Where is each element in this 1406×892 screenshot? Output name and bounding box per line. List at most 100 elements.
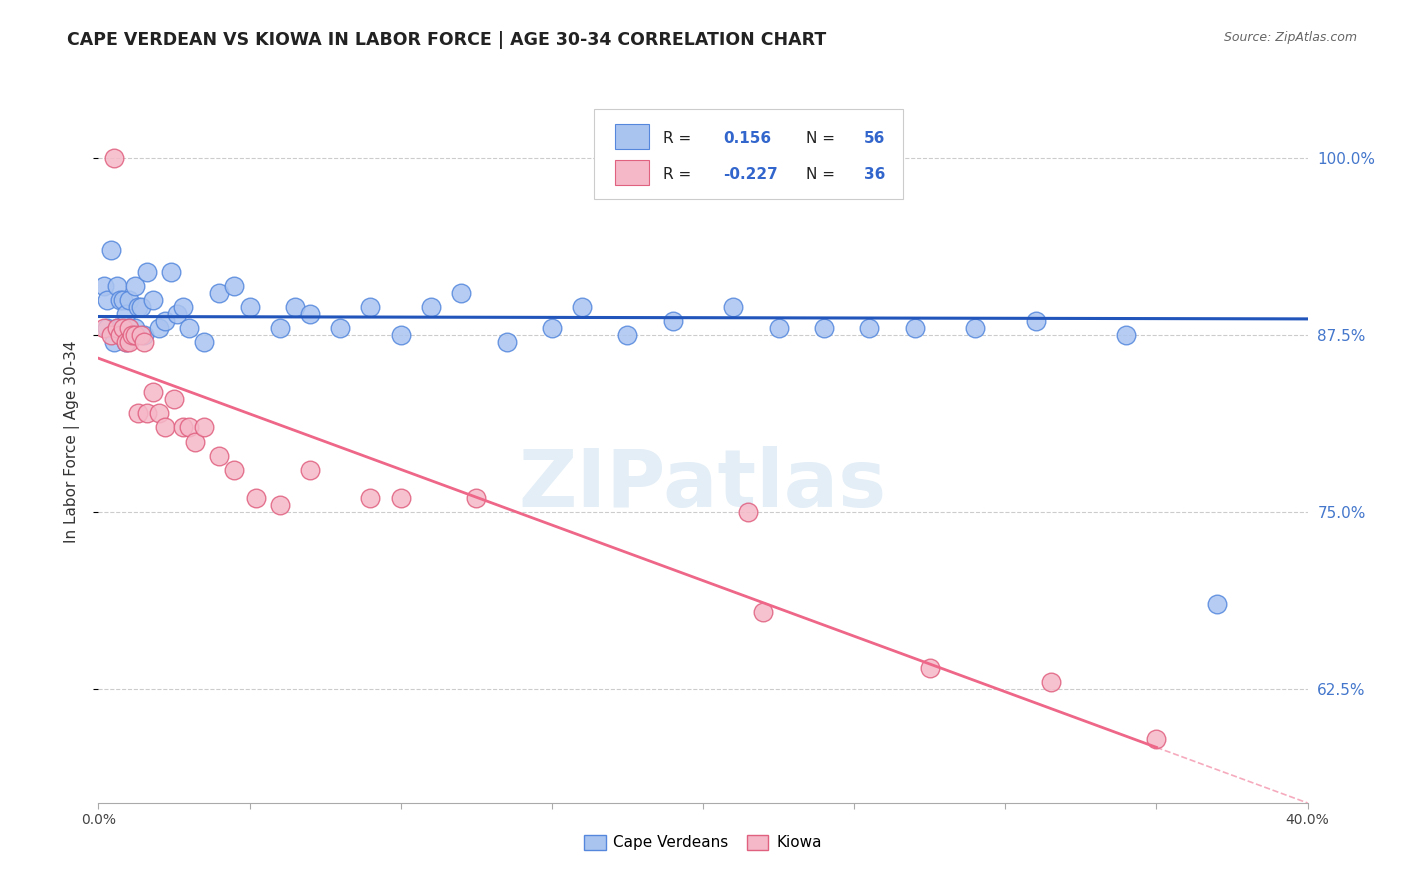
Point: [124, 321, 146, 335]
Point: [1206, 598, 1229, 612]
Point: [135, 406, 157, 420]
Point: [360, 491, 382, 506]
Y-axis label: In Labor Force | Age 30-34: In Labor Force | Age 30-34: [65, 340, 80, 543]
Point: [118, 321, 141, 335]
Point: [1115, 328, 1137, 343]
Point: [96, 293, 118, 307]
Point: [269, 321, 291, 335]
Point: [389, 328, 412, 343]
Point: [858, 321, 880, 335]
Point: [495, 335, 517, 350]
Point: [1024, 314, 1046, 328]
Point: [245, 491, 267, 506]
Point: [142, 384, 165, 399]
Point: [208, 285, 231, 300]
Point: [389, 491, 412, 506]
Point: [193, 420, 215, 434]
Point: [329, 321, 352, 335]
Point: [1144, 732, 1167, 747]
Point: [108, 321, 131, 335]
Point: [111, 328, 134, 343]
Point: [118, 293, 141, 307]
Point: [142, 293, 165, 307]
Point: [105, 321, 128, 335]
Text: N =: N =: [806, 130, 835, 145]
Point: [193, 335, 215, 350]
Text: N =: N =: [806, 167, 835, 182]
Point: [239, 300, 262, 314]
Point: [148, 406, 170, 420]
Point: [965, 321, 987, 335]
Point: [93, 278, 115, 293]
Point: [124, 278, 146, 293]
Point: [208, 449, 231, 463]
Point: [465, 491, 488, 506]
Point: [224, 463, 246, 477]
Point: [1039, 675, 1062, 690]
Point: [108, 328, 131, 343]
Point: [114, 335, 136, 350]
Point: [813, 321, 835, 335]
Point: [224, 278, 246, 293]
Point: [124, 328, 146, 343]
Point: [108, 293, 131, 307]
Point: [540, 321, 562, 335]
Point: [166, 307, 188, 321]
Point: [299, 463, 322, 477]
Point: [121, 328, 143, 343]
Point: [269, 498, 291, 512]
Point: [132, 328, 155, 343]
Text: Source: ZipAtlas.com: Source: ZipAtlas.com: [1223, 31, 1357, 45]
Point: [723, 300, 745, 314]
Point: [127, 406, 149, 420]
Point: [118, 321, 141, 335]
Point: [93, 321, 115, 335]
Point: [179, 321, 201, 335]
Text: -0.227: -0.227: [724, 167, 779, 182]
Point: [179, 420, 201, 434]
Text: 0.156: 0.156: [724, 130, 772, 145]
Point: [184, 434, 207, 449]
Point: [118, 335, 141, 350]
Point: [571, 300, 593, 314]
Point: [299, 307, 322, 321]
Legend: Cape Verdeans, Kiowa: Cape Verdeans, Kiowa: [578, 829, 828, 856]
Point: [153, 314, 176, 328]
Point: [737, 505, 759, 519]
Text: CAPE VERDEAN VS KIOWA IN LABOR FORCE | AGE 30-34 CORRELATION CHART: CAPE VERDEAN VS KIOWA IN LABOR FORCE | A…: [67, 31, 827, 49]
Point: [96, 321, 118, 335]
Text: 56: 56: [863, 130, 886, 145]
Point: [904, 321, 927, 335]
Point: [172, 420, 194, 434]
Point: [284, 300, 307, 314]
Bar: [614, 124, 648, 149]
Point: [360, 300, 382, 314]
Point: [135, 264, 157, 278]
Point: [105, 321, 128, 335]
Point: [129, 328, 152, 343]
Point: [420, 300, 443, 314]
FancyBboxPatch shape: [595, 109, 903, 200]
Point: [153, 420, 176, 434]
Point: [103, 151, 125, 165]
Bar: [614, 161, 648, 185]
Point: [129, 300, 152, 314]
Point: [121, 328, 143, 343]
Point: [103, 335, 125, 350]
Point: [768, 321, 790, 335]
Point: [616, 328, 638, 343]
Point: [114, 335, 136, 350]
Point: [752, 605, 775, 619]
Point: [132, 335, 155, 350]
Point: [172, 300, 194, 314]
Point: [450, 285, 472, 300]
Point: [661, 314, 683, 328]
Point: [105, 278, 128, 293]
Point: [100, 244, 122, 258]
Point: [127, 300, 149, 314]
Point: [918, 661, 941, 675]
Text: ZIPatlas: ZIPatlas: [519, 446, 887, 524]
Text: R =: R =: [664, 130, 692, 145]
Point: [100, 328, 122, 343]
Point: [160, 264, 183, 278]
